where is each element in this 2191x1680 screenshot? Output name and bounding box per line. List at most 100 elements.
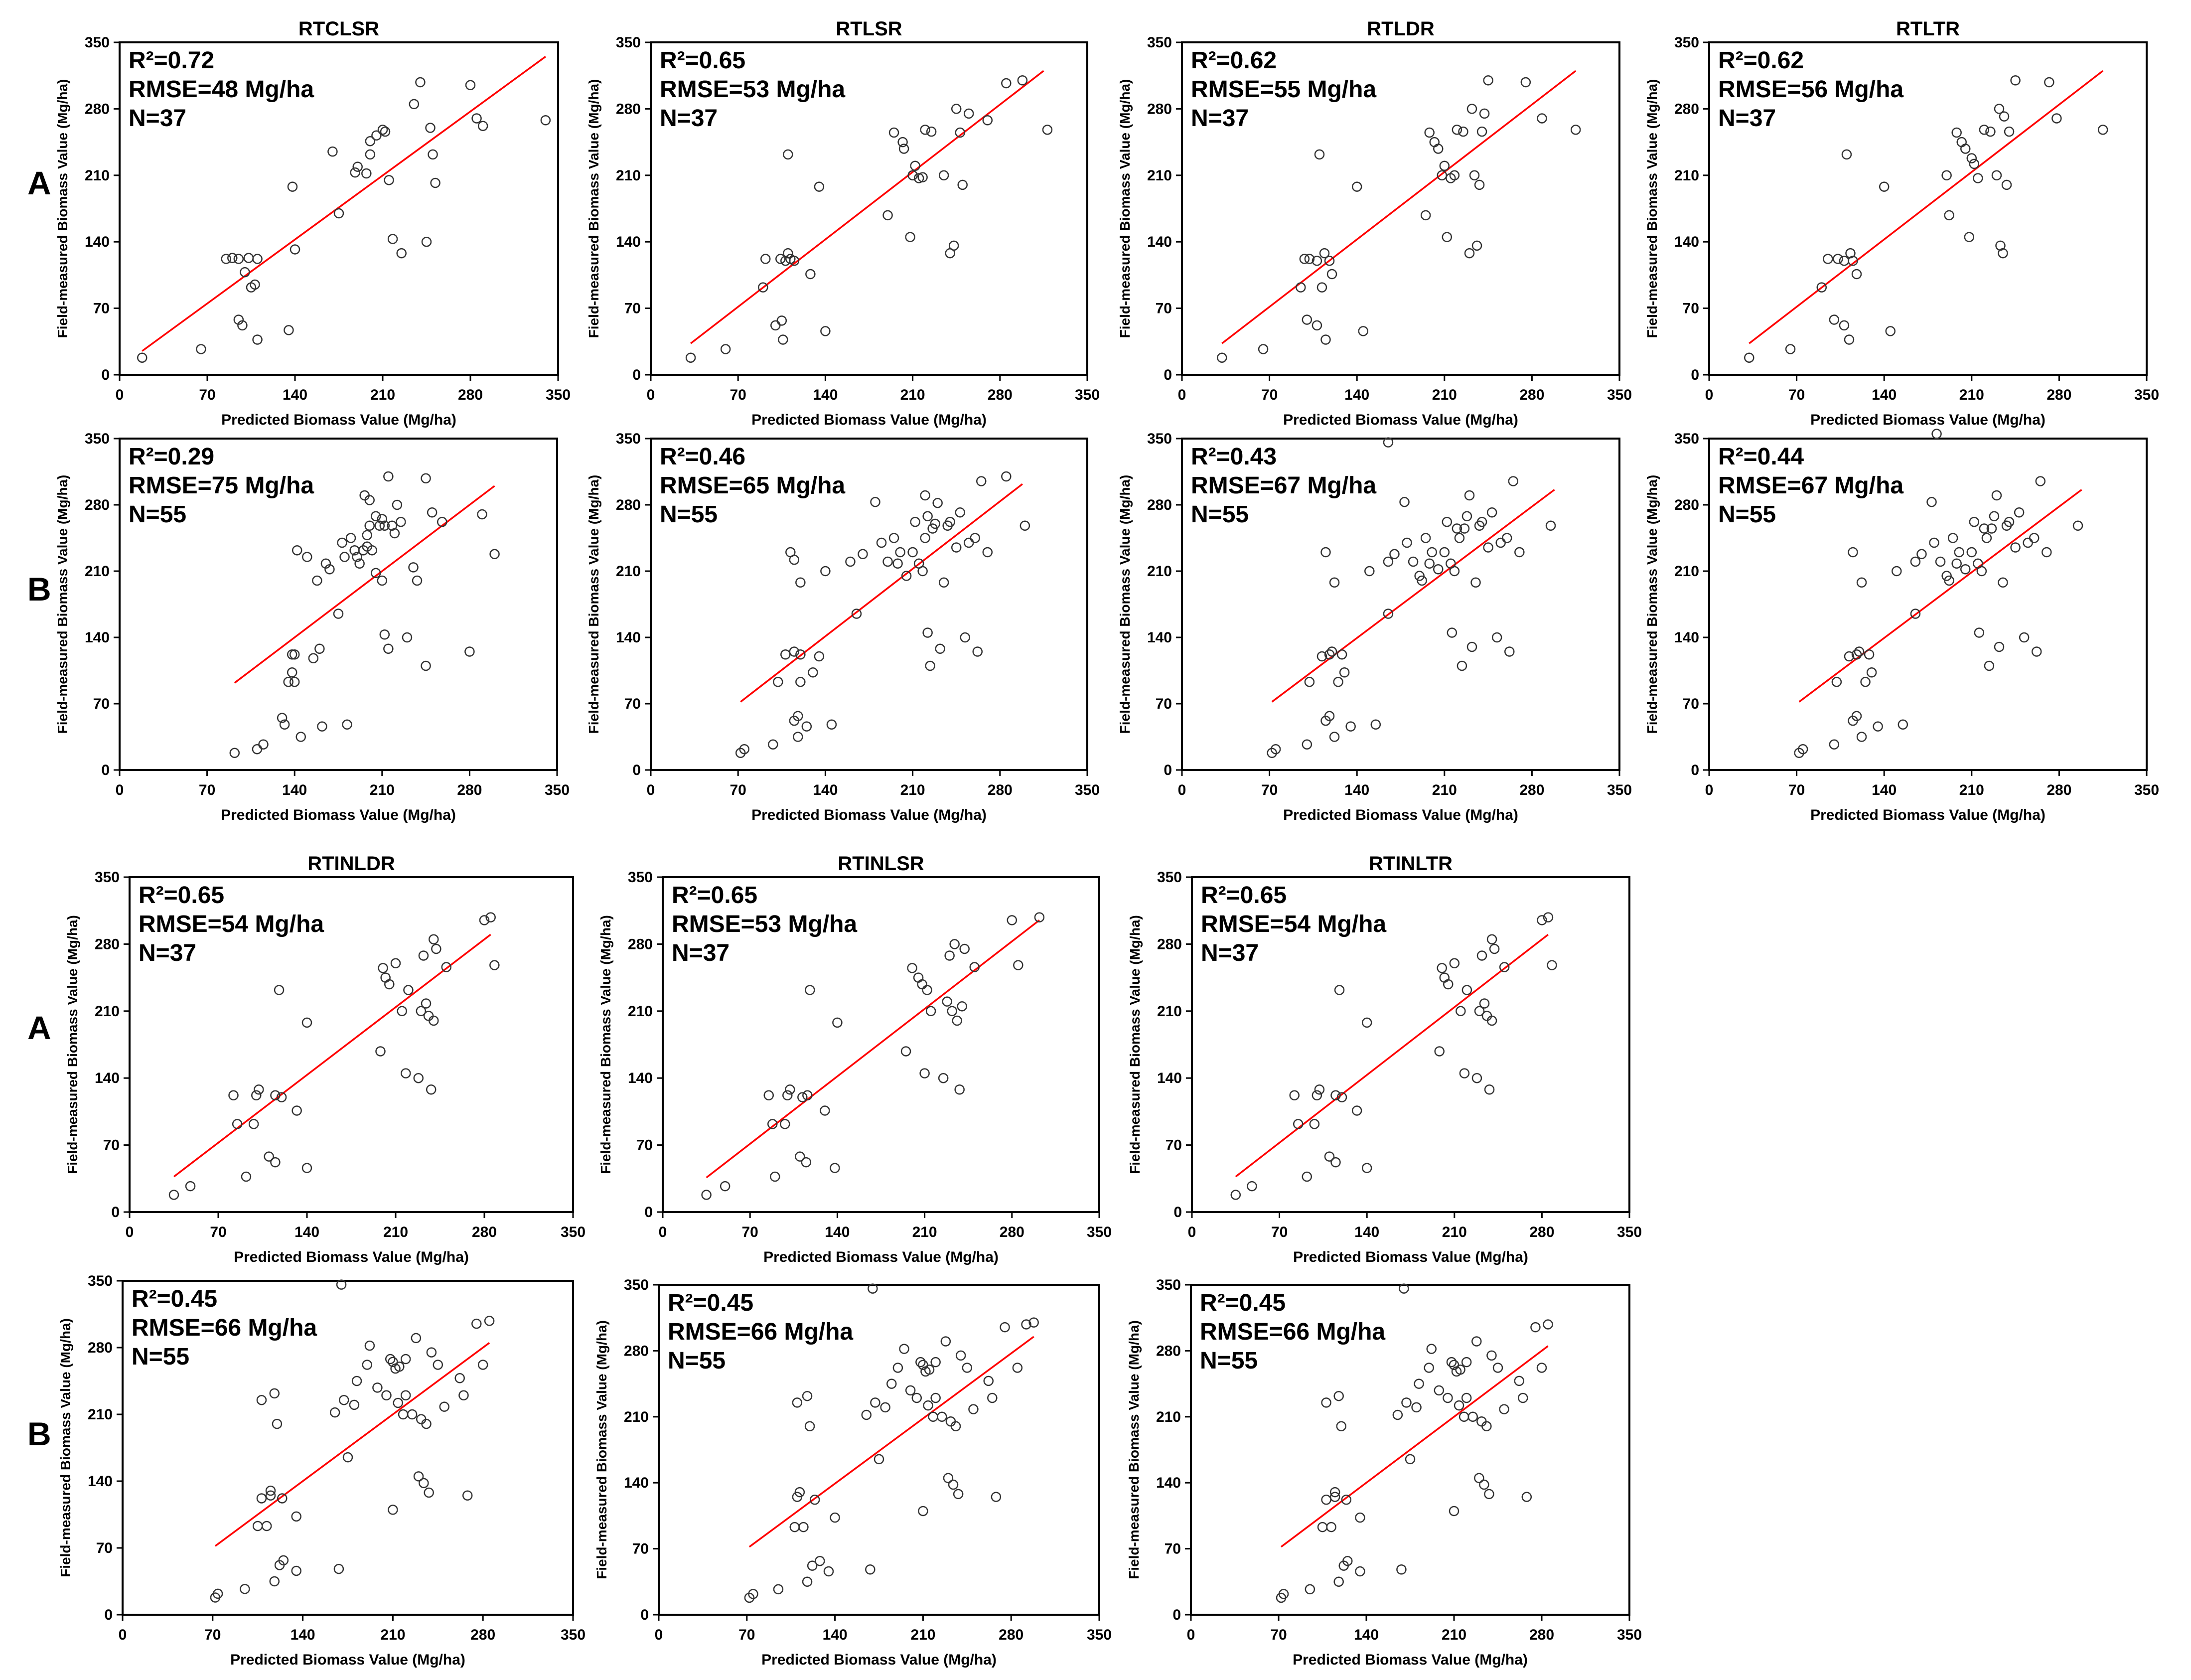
data-point [1570, 125, 1581, 135]
data-point [1879, 181, 1890, 192]
data-point [1299, 254, 1310, 264]
data-point [1459, 523, 1470, 534]
data-point [1866, 667, 1877, 678]
data-point [911, 1392, 922, 1403]
data-point [279, 719, 290, 730]
data-point [1856, 732, 1867, 742]
data-point [291, 1511, 301, 1522]
stat-label: R²=0.45 [1200, 1290, 1286, 1316]
stat-label: R²=0.43 [1191, 444, 1277, 470]
data-point [943, 1473, 954, 1483]
x-axis-label: Predicted Biomass Value (Mg/ha) [761, 1652, 997, 1668]
data-point [1960, 144, 1971, 154]
data-point [1486, 1350, 1497, 1361]
data-point [240, 267, 250, 278]
y-tick-label: 140 [1674, 629, 1699, 646]
data-point [760, 254, 771, 264]
data-point [1471, 1336, 1482, 1347]
data-point [421, 998, 432, 1009]
data-point [868, 1283, 878, 1294]
data-point [251, 1090, 262, 1101]
y-tick-label: 140 [85, 234, 110, 250]
data-point [1320, 547, 1331, 558]
data-point [1449, 958, 1460, 969]
data-point [882, 556, 893, 567]
data-point [1312, 320, 1322, 331]
data-point [1954, 547, 1964, 558]
y-tick-label: 350 [616, 34, 641, 51]
y-tick-label: 210 [1674, 167, 1699, 184]
data-point [390, 958, 401, 969]
data-point [407, 1409, 418, 1420]
data-point [1424, 127, 1435, 138]
data-point [1486, 507, 1497, 518]
x-axis-label: Predicted Biomass Value (Mg/ha) [751, 412, 987, 428]
data-point [1336, 1421, 1346, 1431]
data-point [814, 181, 825, 192]
x-axis-label: Predicted Biomass Value (Mg/ha) [1810, 412, 2045, 428]
data-point [221, 254, 231, 264]
data-point [1495, 537, 1506, 548]
y-tick-label: 210 [85, 563, 110, 580]
data-point [379, 520, 390, 531]
data-point [1483, 75, 1493, 86]
x-tick-label: 350 [1607, 782, 1632, 798]
x-tick-label: 280 [472, 1224, 497, 1240]
data-point [1458, 126, 1468, 137]
data-point [411, 1333, 422, 1344]
data-point [832, 1017, 843, 1028]
y-tick-label: 140 [88, 1473, 113, 1490]
stat-label: RMSE=66 Mg/ha [668, 1319, 853, 1345]
data-point [2019, 632, 2030, 643]
data-point [352, 161, 363, 172]
data-point [252, 254, 263, 264]
data-point [388, 1357, 398, 1367]
data-point [212, 1588, 223, 1599]
x-tick-label: 210 [370, 782, 395, 798]
y-tick-label: 350 [1674, 34, 1699, 51]
data-point [900, 1046, 911, 1057]
data-point [389, 528, 400, 539]
data-point [1305, 1584, 1315, 1595]
x-tick-label: 210 [900, 782, 925, 798]
panel-title: RTCLSR [298, 18, 379, 40]
data-point [962, 1363, 973, 1373]
data-point [371, 130, 382, 141]
x-tick-label: 210 [1442, 1627, 1466, 1643]
data-point [930, 1392, 941, 1403]
data-point [1547, 960, 1557, 970]
data-point [797, 1092, 808, 1102]
regression-line [748, 1336, 1034, 1548]
y-tick-label: 210 [95, 1003, 120, 1020]
regression-line [1271, 489, 1555, 703]
x-tick-label: 140 [282, 782, 307, 798]
x-tick-label: 140 [283, 387, 307, 403]
y-tick-label: 140 [628, 1070, 653, 1086]
data-point [401, 1068, 411, 1078]
data-point [907, 547, 918, 558]
data-point [1474, 1473, 1484, 1483]
data-point [371, 511, 381, 522]
regression-line [1798, 489, 2082, 703]
data-point [1439, 972, 1450, 983]
data-point [1964, 232, 1975, 242]
data-point [926, 126, 937, 137]
data-point [1829, 314, 1840, 325]
data-point [976, 476, 987, 486]
x-tick-label: 280 [1519, 387, 1544, 403]
data-point [339, 552, 350, 562]
y-tick-label: 350 [1147, 431, 1172, 447]
panel-2: RTLSR 0 70 140 210 280 350 0 70 140 210 280 350 Predi… [586, 18, 1100, 428]
y-tick-label: 280 [628, 936, 653, 952]
y-tick-label: 210 [616, 563, 641, 580]
data-point [960, 632, 970, 643]
y-tick-label: 70 [1156, 301, 1172, 317]
stat-label: N=37 [1191, 105, 1249, 132]
y-tick-label: 0 [644, 1204, 653, 1221]
data-point [795, 649, 806, 660]
data-point [287, 649, 297, 660]
data-point [907, 963, 917, 973]
data-point [393, 1397, 403, 1408]
data-point [227, 253, 238, 263]
y-tick-label: 280 [1157, 936, 1182, 952]
